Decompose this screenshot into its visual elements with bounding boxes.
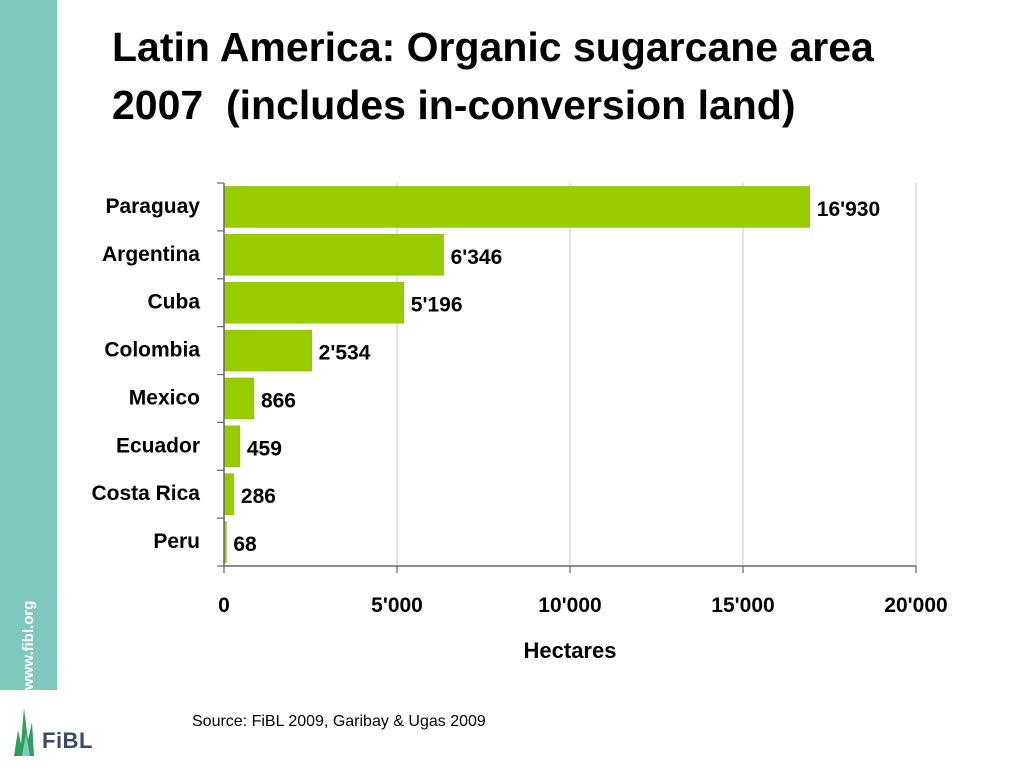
x-tick-label: 15'000 — [711, 594, 774, 617]
bar-value-label: 68 — [233, 533, 257, 556]
bar — [223, 473, 235, 515]
title-line-1: Latin America: Organic sugarcane area — [112, 24, 874, 70]
fibl-logo-icon — [14, 708, 34, 756]
category-label: Peru — [153, 530, 200, 553]
bar-value-label: 459 — [247, 437, 282, 460]
bar-value-label: 5'196 — [411, 294, 463, 317]
category-label: Paraguay — [105, 195, 200, 218]
category-label: Costa Rica — [91, 482, 200, 505]
bar — [223, 329, 312, 372]
category-label: Cuba — [148, 291, 201, 314]
x-tick-label: 20'000 — [884, 594, 947, 617]
bar — [223, 281, 405, 324]
x-axis-label: Hectares — [524, 638, 617, 663]
bar-value-label: 6'346 — [451, 246, 503, 269]
bar — [223, 377, 255, 420]
logo-text: FiBL — [42, 728, 93, 753]
bar-value-label: 2'534 — [319, 342, 371, 365]
bar-chart: 16'930 Paraguay 6'346 Argentina 5'196 Cuba 2'5… — [91, 182, 948, 663]
bar — [223, 186, 811, 228]
slide-title: Latin America: Organic sugarcane area 20… — [112, 18, 992, 134]
sidebar-band: www.fibl.org — [0, 0, 57, 690]
bar-value-label: 286 — [241, 485, 276, 508]
bar — [223, 234, 444, 276]
category-label: Colombia — [104, 339, 200, 362]
category-label: Mexico — [129, 386, 200, 409]
title-line-2: 2007 (includes in-conversion land) — [112, 82, 796, 128]
bar-value-label: 16'930 — [817, 198, 880, 221]
bar — [223, 425, 241, 468]
source-note: Source: FiBL 2009, Garibay & Ugas 2009 — [192, 713, 486, 730]
category-label: Argentina — [102, 243, 200, 266]
bar-value-label: 866 — [261, 389, 296, 412]
x-tick-label: 0 — [218, 594, 230, 617]
x-tick-label: 5'000 — [371, 594, 423, 617]
x-tick-label: 10'000 — [538, 594, 601, 617]
category-label: Ecuador — [116, 434, 200, 457]
